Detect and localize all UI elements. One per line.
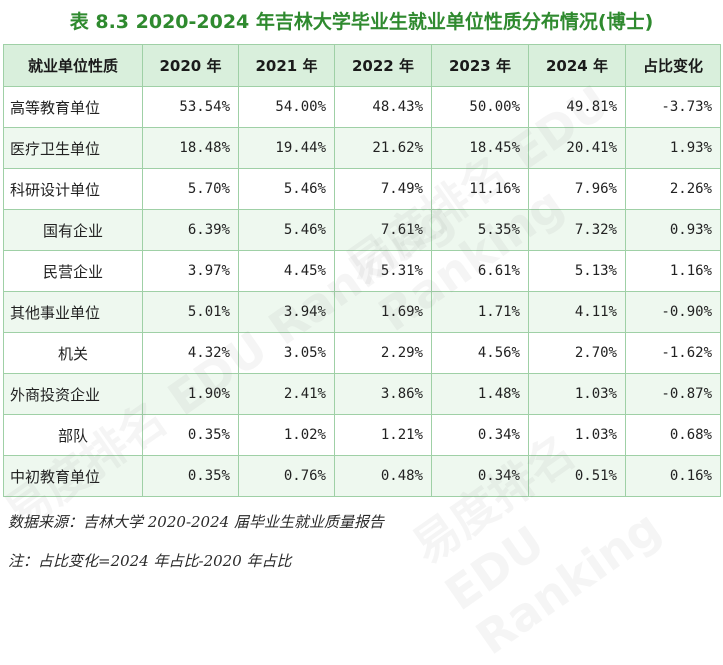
table-cell: 5.70% <box>142 168 239 210</box>
table-cell: 0.34% <box>431 414 529 456</box>
table-cell: 3.94% <box>238 291 335 333</box>
table-cell: 2.70% <box>528 332 626 374</box>
table-row: 高等教育单位 53.54% 54.00% 48.43% 50.00% 49.81… <box>3 86 721 128</box>
page: 表 8.3 2020-2024 年吉林大学毕业生就业单位性质分布情况(博士) 就… <box>3 11 721 570</box>
table-cell: 1.03% <box>528 373 626 415</box>
table-cell: -1.62% <box>625 332 721 374</box>
table-cell: 2.41% <box>238 373 335 415</box>
table-cell: 0.34% <box>431 455 529 497</box>
row-label: 其他事业单位 <box>3 291 143 333</box>
table-cell: 0.16% <box>625 455 721 497</box>
table-cell: 4.11% <box>528 291 626 333</box>
row-label: 中初教育单位 <box>3 455 143 497</box>
table-row: 医疗卫生单位 18.48% 19.44% 21.62% 18.45% 20.41… <box>3 127 721 169</box>
table-cell: 49.81% <box>528 86 626 128</box>
table-row: 机关 4.32% 3.05% 2.29% 4.56% 2.70% -1.62% <box>3 332 721 374</box>
table-cell: 3.86% <box>334 373 432 415</box>
table-cell: 7.61% <box>334 209 432 251</box>
table-cell: 1.93% <box>625 127 721 169</box>
table-cell: 21.62% <box>334 127 432 169</box>
table-cell: 0.48% <box>334 455 432 497</box>
table-title: 表 8.3 2020-2024 年吉林大学毕业生就业单位性质分布情况(博士) <box>69 11 654 33</box>
row-label: 外商投资企业 <box>3 373 143 415</box>
header-cell: 2023 年 <box>431 44 529 87</box>
table-cell: 53.54% <box>142 86 239 128</box>
table-cell: 7.49% <box>334 168 432 210</box>
table-row: 民营企业 3.97% 4.45% 5.31% 6.61% 5.13% 1.16% <box>3 250 721 292</box>
table-cell: 5.31% <box>334 250 432 292</box>
table-row: 国有企业 6.39% 5.46% 7.61% 5.35% 7.32% 0.93% <box>3 209 721 251</box>
header-cell: 占比变化 <box>625 44 721 87</box>
table-cell: 48.43% <box>334 86 432 128</box>
employment-table: 就业单位性质 2020 年 2021 年 2022 年 2023 年 2024 … <box>3 44 721 497</box>
table-cell: 1.48% <box>431 373 529 415</box>
table-cell: 0.35% <box>142 414 239 456</box>
table-cell: 4.32% <box>142 332 239 374</box>
row-label: 机关 <box>3 332 143 374</box>
header-cell: 2024 年 <box>528 44 626 87</box>
table-cell: 1.69% <box>334 291 432 333</box>
table-cell: 19.44% <box>238 127 335 169</box>
table-cell: 0.51% <box>528 455 626 497</box>
table-cell: 3.97% <box>142 250 239 292</box>
table-row: 科研设计单位 5.70% 5.46% 7.49% 11.16% 7.96% 2.… <box>3 168 721 210</box>
table-row: 中初教育单位 0.35% 0.76% 0.48% 0.34% 0.51% 0.1… <box>3 455 721 497</box>
table-cell: 5.46% <box>238 209 335 251</box>
table-cell: -3.73% <box>625 86 721 128</box>
table-cell: -0.87% <box>625 373 721 415</box>
table-cell: 0.93% <box>625 209 721 251</box>
table-header-row: 就业单位性质 2020 年 2021 年 2022 年 2023 年 2024 … <box>3 44 721 87</box>
table-cell: 7.32% <box>528 209 626 251</box>
table-cell: 5.01% <box>142 291 239 333</box>
row-label: 高等教育单位 <box>3 86 143 128</box>
table-cell: 6.39% <box>142 209 239 251</box>
table-cell: 4.45% <box>238 250 335 292</box>
row-label: 民营企业 <box>3 250 143 292</box>
table-cell: 4.56% <box>431 332 529 374</box>
table-cell: 5.46% <box>238 168 335 210</box>
table-cell: 1.03% <box>528 414 626 456</box>
table-cell: 0.35% <box>142 455 239 497</box>
row-label: 医疗卫生单位 <box>3 127 143 169</box>
source-note: 数据来源：吉林大学 2020-2024 届毕业生就业质量报告 <box>8 513 384 531</box>
table-row: 外商投资企业 1.90% 2.41% 3.86% 1.48% 1.03% -0.… <box>3 373 721 415</box>
row-label: 部队 <box>3 414 143 456</box>
table-cell: 5.35% <box>431 209 529 251</box>
table-cell: 1.02% <box>238 414 335 456</box>
table-cell: 0.76% <box>238 455 335 497</box>
table-cell: 18.48% <box>142 127 239 169</box>
table-cell: 18.45% <box>431 127 529 169</box>
table-cell: 50.00% <box>431 86 529 128</box>
table-cell: 2.26% <box>625 168 721 210</box>
table-row: 其他事业单位 5.01% 3.94% 1.69% 1.71% 4.11% -0.… <box>3 291 721 333</box>
table-cell: -0.90% <box>625 291 721 333</box>
table-cell: 1.21% <box>334 414 432 456</box>
header-cell: 就业单位性质 <box>3 44 143 87</box>
definition-note: 注：占比变化=2024 年占比-2020 年占比 <box>8 552 292 570</box>
table-cell: 5.13% <box>528 250 626 292</box>
table-cell: 2.29% <box>334 332 432 374</box>
table-cell: 6.61% <box>431 250 529 292</box>
table-cell: 1.71% <box>431 291 529 333</box>
table-cell: 0.68% <box>625 414 721 456</box>
table-cell: 3.05% <box>238 332 335 374</box>
header-cell: 2022 年 <box>334 44 432 87</box>
header-cell: 2020 年 <box>142 44 239 87</box>
table-cell: 7.96% <box>528 168 626 210</box>
table-cell: 11.16% <box>431 168 529 210</box>
table-row: 部队 0.35% 1.02% 1.21% 0.34% 1.03% 0.68% <box>3 414 721 456</box>
header-cell: 2021 年 <box>238 44 335 87</box>
table-cell: 1.16% <box>625 250 721 292</box>
row-label: 国有企业 <box>3 209 143 251</box>
table-cell: 1.90% <box>142 373 239 415</box>
row-label: 科研设计单位 <box>3 168 143 210</box>
table-cell: 20.41% <box>528 127 626 169</box>
table-cell: 54.00% <box>238 86 335 128</box>
